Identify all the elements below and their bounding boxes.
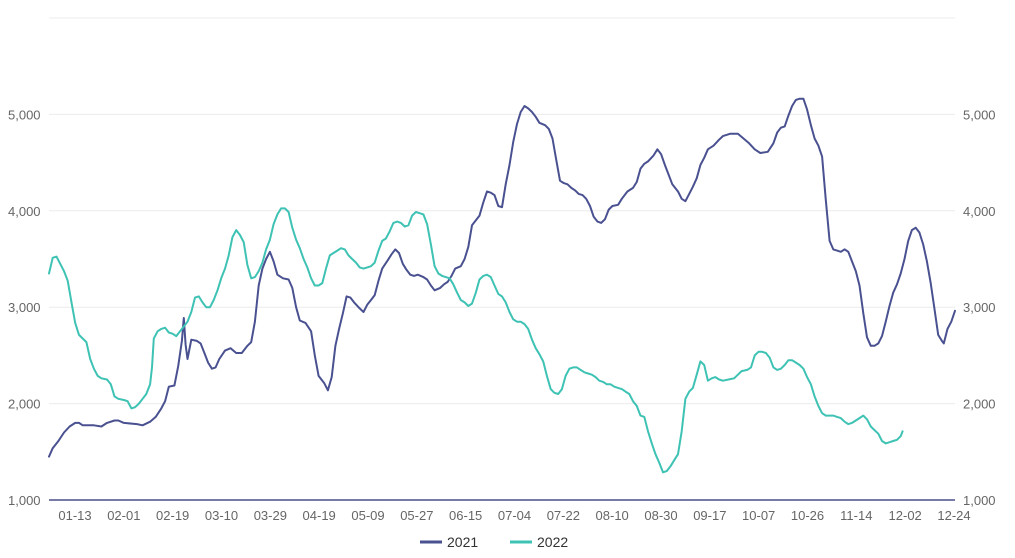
y-axis-right: 1,000 2,000 3,000 4,000 5,000 — [963, 107, 996, 508]
x-tick-label: 08-10 — [596, 508, 629, 523]
y-tick-label-left: 3,000 — [8, 300, 41, 315]
legend-item-2021[interactable]: 2021 — [420, 534, 478, 550]
x-tick-label: 05-09 — [351, 508, 384, 523]
y-tick-label-right: 1,000 — [963, 493, 996, 508]
x-tick-label: 10-26 — [791, 508, 824, 523]
x-tick-label: 01-13 — [58, 508, 91, 523]
x-tick-label: 05-27 — [400, 508, 433, 523]
y-tick-label-right: 4,000 — [963, 204, 996, 219]
x-axis-labels: 01-13 02-01 02-19 03-10 03-29 04-19 05-09 05-27… — [58, 508, 970, 523]
x-tick-label: 07-04 — [498, 508, 531, 523]
y-tick-label-left: 2,000 — [8, 397, 41, 412]
y-tick-label-left: 1,000 — [8, 493, 41, 508]
legend-label: 2022 — [537, 534, 568, 550]
y-tick-label-left: 5,000 — [8, 107, 41, 122]
y-tick-label-left: 4,000 — [8, 204, 41, 219]
x-tick-label: 02-01 — [107, 508, 140, 523]
legend-item-2022[interactable]: 2022 — [510, 534, 568, 550]
x-tick-label: 09-17 — [693, 508, 726, 523]
legend-label: 2021 — [447, 534, 478, 550]
legend[interactable]: 2021 2022 — [420, 534, 568, 550]
y-tick-label-right: 5,000 — [963, 107, 996, 122]
x-tick-label: 10-07 — [742, 508, 775, 523]
x-tick-label: 03-10 — [205, 508, 238, 523]
series-layer — [48, 97, 956, 474]
y-axis-left: 1,000 2,000 3,000 4,000 5,000 — [8, 107, 41, 508]
series-line-2021 — [48, 97, 956, 458]
x-tick-label: 06-15 — [449, 508, 482, 523]
y-tick-label-right: 3,000 — [963, 300, 996, 315]
series-line-2022 — [48, 207, 904, 474]
grid-lines — [49, 17, 955, 405]
x-tick-label: 12-24 — [937, 508, 970, 523]
x-tick-label: 04-19 — [303, 508, 336, 523]
x-tick-label: 12-02 — [889, 508, 922, 523]
x-tick-label: 03-29 — [254, 508, 287, 523]
x-tick-label: 02-19 — [156, 508, 189, 523]
x-tick-label: 07-22 — [547, 508, 580, 523]
y-tick-label-right: 2,000 — [963, 397, 996, 412]
x-tick-label: 11-14 — [840, 508, 872, 523]
x-tick-label: 08-30 — [644, 508, 677, 523]
